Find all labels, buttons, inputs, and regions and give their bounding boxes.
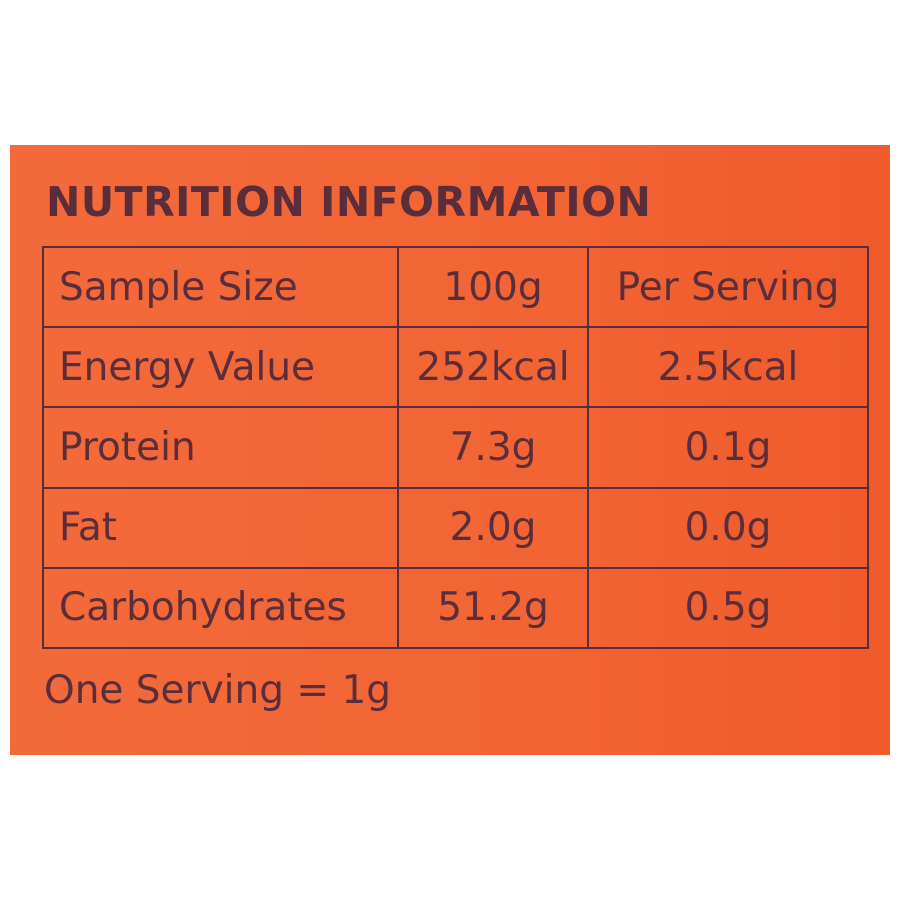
- per-100g-cell: 7.3g: [397, 406, 589, 489]
- per-100g-cell: 51.2g: [397, 566, 589, 650]
- per-100g-cell: 100g: [397, 245, 589, 329]
- nutrition-table: Sample Size 100g Per Serving Energy Value 25…: [42, 245, 869, 650]
- nutrient-cell: Sample Size: [42, 245, 399, 329]
- nutrient-cell: Carbohydrates: [42, 566, 399, 650]
- nutrient-cell: Fat: [42, 486, 399, 569]
- table-row: Carbohydrates 51.2g 0.5g: [42, 566, 869, 650]
- table-header-row: Sample Size 100g Per Serving: [42, 245, 869, 329]
- label-title: NUTRITION INFORMATION: [46, 178, 652, 226]
- serving-note: One Serving = 1g: [44, 668, 392, 713]
- table-row: Energy Value 252kcal 2.5kcal: [42, 326, 869, 409]
- per-100g-cell: 2.0g: [397, 486, 589, 569]
- per-serving-cell: 0.1g: [587, 406, 869, 489]
- nutrient-cell: Protein: [42, 406, 399, 489]
- per-serving-cell: 0.0g: [587, 486, 869, 569]
- per-serving-cell: Per Serving: [587, 245, 869, 329]
- per-100g-cell: 252kcal: [397, 326, 589, 409]
- per-serving-cell: 2.5kcal: [587, 326, 869, 409]
- nutrient-cell: Energy Value: [42, 326, 399, 409]
- table-row: Protein 7.3g 0.1g: [42, 406, 869, 489]
- table-row: Fat 2.0g 0.0g: [42, 486, 869, 569]
- per-serving-cell: 0.5g: [587, 566, 869, 650]
